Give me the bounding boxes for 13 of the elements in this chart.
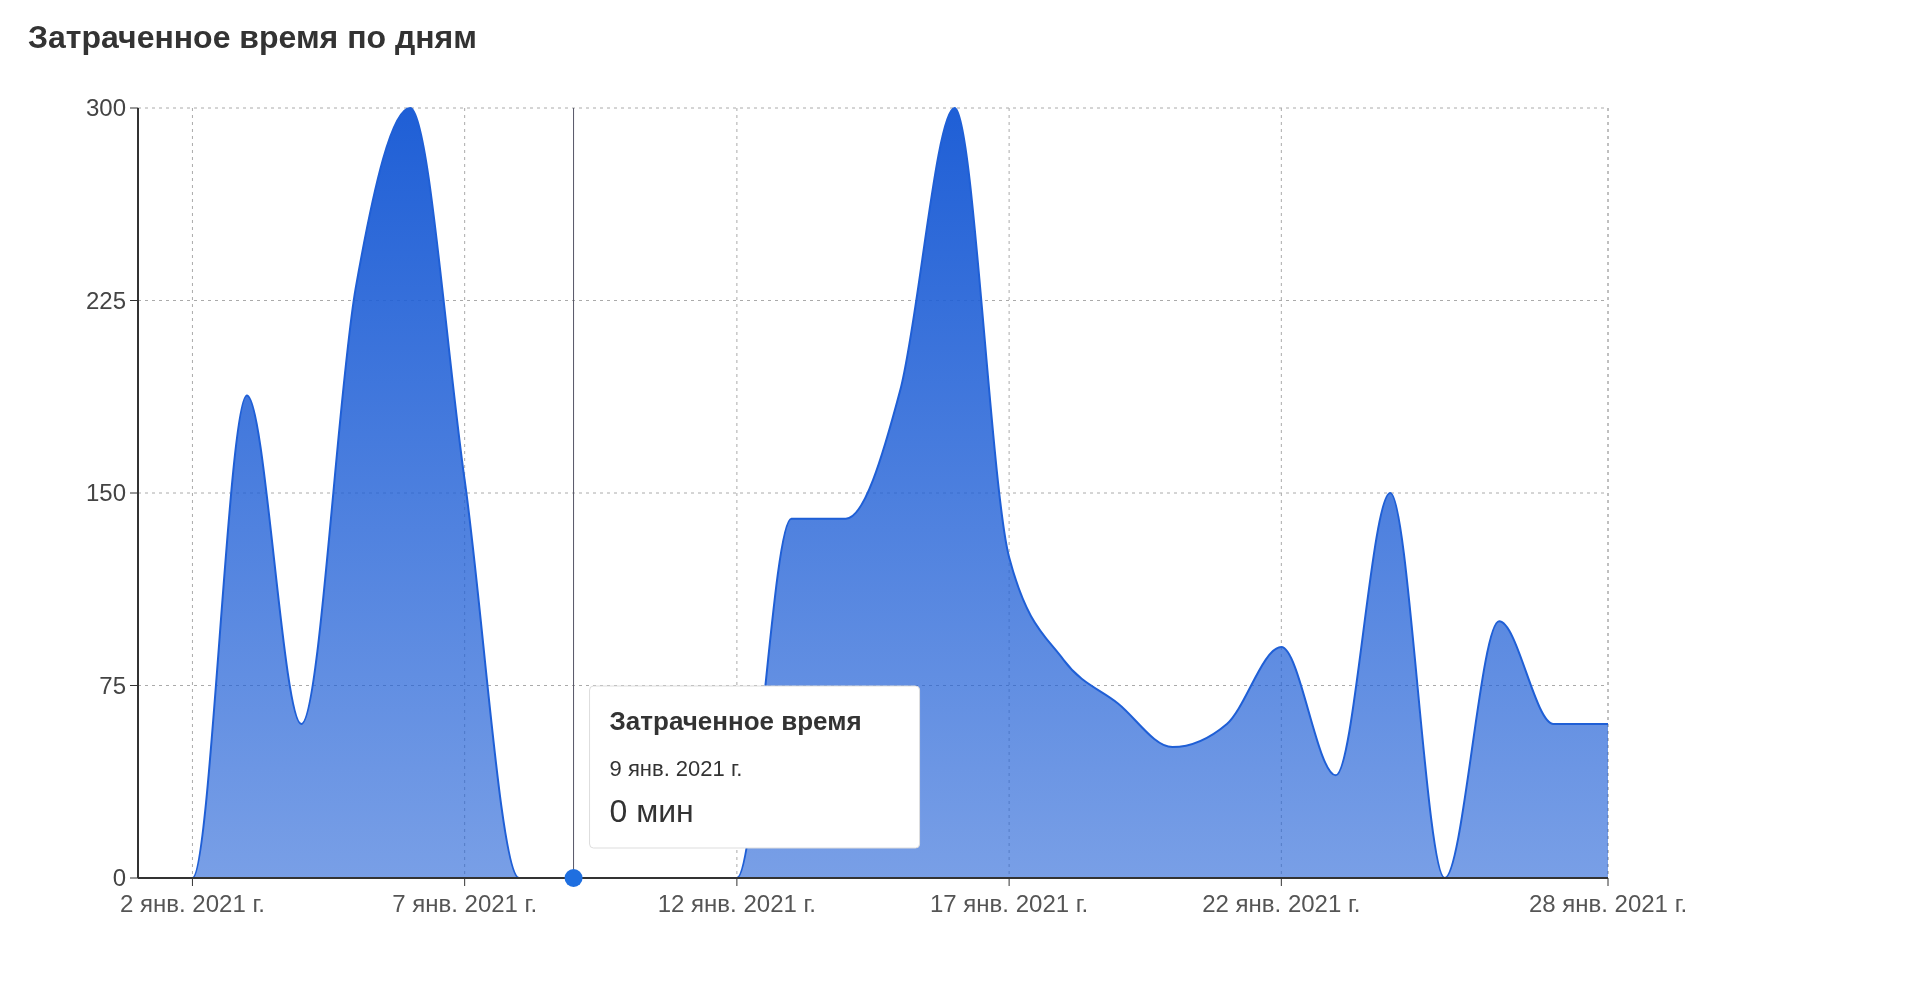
y-tick-label: 75 bbox=[99, 671, 126, 699]
y-tick-label: 150 bbox=[85, 479, 126, 507]
x-tick-label: 12 янв. 2021 г. bbox=[657, 890, 817, 917]
x-tick-label: 7 янв. 2021 г. bbox=[392, 890, 538, 917]
x-tick-label: 2 янв. 2021 г. bbox=[119, 890, 265, 917]
y-tick-label: 300 bbox=[85, 94, 126, 122]
x-tick-label: 17 янв. 2021 г. bbox=[929, 890, 1089, 917]
x-tick-label: 22 янв. 2021 г. bbox=[1202, 890, 1361, 917]
x-tick-label: 28 янв. 2021 г. bbox=[1528, 890, 1688, 917]
y-tick-label: 225 bbox=[85, 286, 126, 314]
y-tick-label: 0 bbox=[112, 864, 126, 892]
annotation: Затраченное время 9 янв. 2021 г. 0 мин bbox=[609, 706, 862, 829]
chart-title: Затраченное время по дням bbox=[28, 19, 477, 55]
